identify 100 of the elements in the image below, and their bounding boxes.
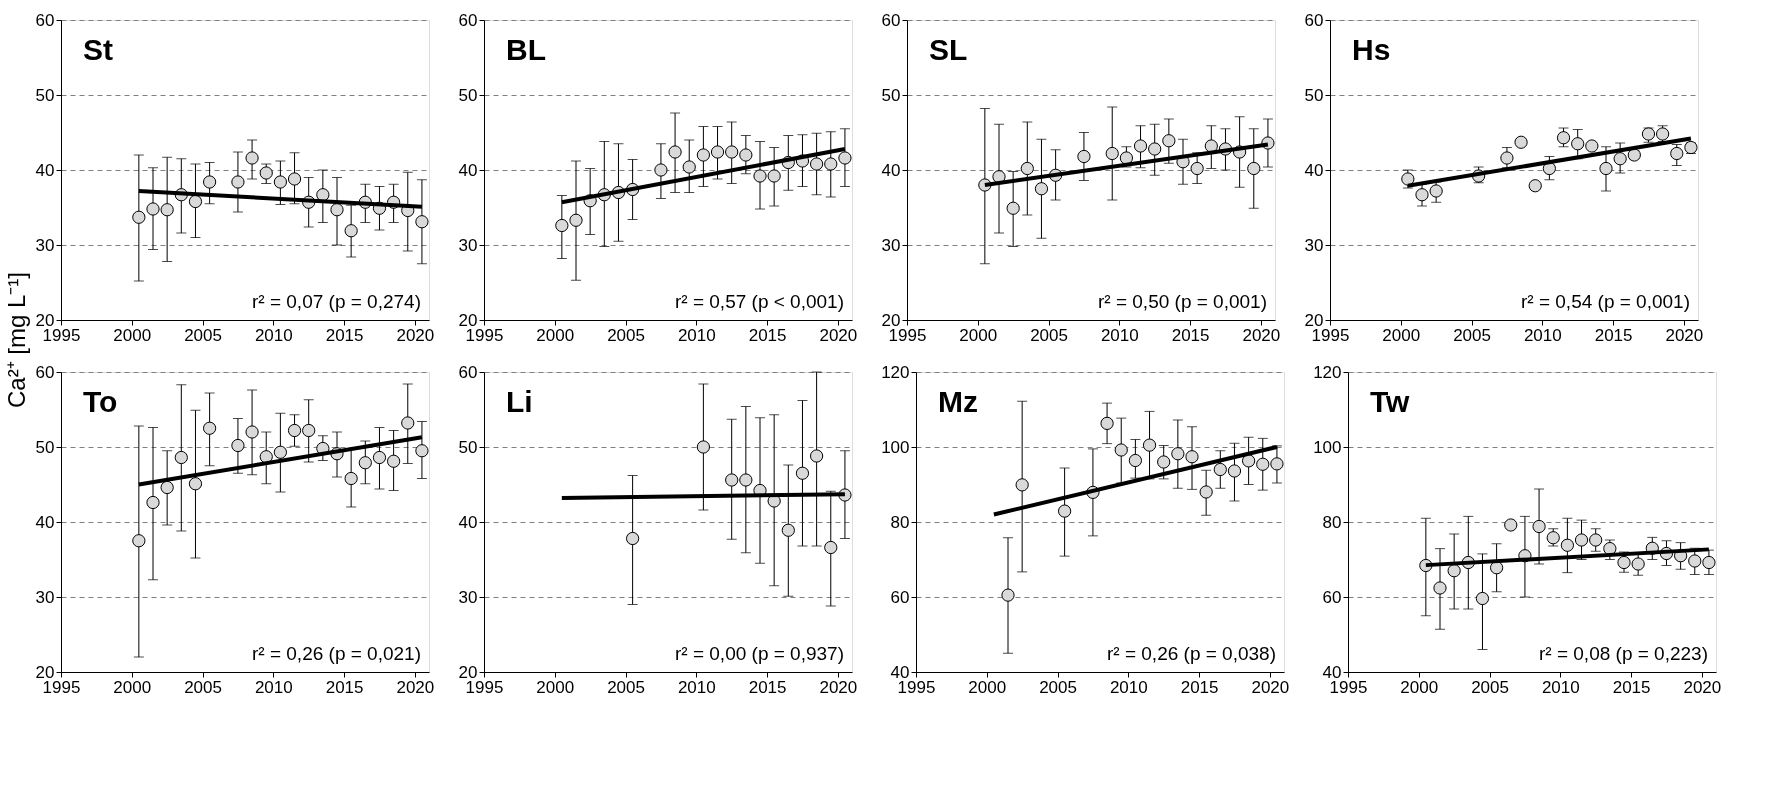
point — [1589, 533, 1603, 547]
x-tick-label: 2020 — [819, 677, 858, 697]
y-tick-label: 100 — [881, 437, 910, 457]
point — [824, 157, 838, 171]
point — [1241, 454, 1256, 468]
chart-title: St — [83, 33, 114, 66]
point — [739, 473, 753, 487]
x-tick-label: 2010 — [254, 325, 293, 345]
point — [1514, 135, 1528, 149]
point — [1560, 538, 1575, 552]
y-tick-label: 50 — [881, 85, 901, 105]
point — [725, 145, 739, 159]
x-tick-label: 2005 — [184, 325, 222, 345]
y-tick-label: 30 — [35, 235, 55, 255]
x-tick-label: 2010 — [677, 325, 716, 345]
point — [654, 163, 668, 177]
point — [1034, 182, 1049, 196]
x-tick-label: 2000 — [959, 325, 998, 345]
y-tick-label: 60 — [35, 362, 55, 382]
y-tick-label: 60 — [890, 587, 910, 607]
x-tick-label: 2000 — [1400, 677, 1439, 697]
x-tick-label: 2005 — [1453, 325, 1491, 345]
point — [1128, 453, 1143, 468]
x-tick-label: 2020 — [819, 325, 858, 345]
point — [1617, 555, 1631, 570]
point — [1077, 149, 1091, 164]
x-tick-label: 2010 — [1541, 677, 1580, 697]
chart-title: Hs — [1352, 33, 1391, 66]
y-tick-label: 60 — [35, 10, 55, 30]
point — [1532, 519, 1546, 534]
point — [1603, 542, 1617, 556]
point — [1571, 137, 1585, 151]
point — [1100, 416, 1114, 430]
y-tick-label: 60 — [1304, 10, 1324, 30]
point — [188, 194, 203, 209]
x-tick-label: 2005 — [607, 677, 645, 697]
point — [1702, 555, 1716, 570]
annotation: r² = 0,26 (p = 0,021) — [252, 643, 421, 664]
annotation: r² = 0,00 (p = 0,937) — [675, 643, 844, 664]
point — [330, 203, 344, 217]
point — [132, 210, 146, 224]
point — [696, 148, 711, 162]
y-tick-label: 80 — [1322, 512, 1342, 532]
point — [273, 175, 288, 189]
y-tick-label: 40 — [1304, 160, 1324, 180]
y-tick-label: 60 — [881, 10, 901, 30]
point — [725, 473, 739, 487]
x-tick-label: 2010 — [1523, 325, 1562, 345]
y-tick-label: 40 — [881, 160, 901, 180]
point — [710, 145, 725, 159]
point — [344, 471, 358, 486]
y-tick-label: 30 — [458, 235, 478, 255]
x-tick-label: 2000 — [113, 325, 152, 345]
point — [302, 423, 316, 438]
x-tick-label: 2015 — [325, 677, 364, 697]
point — [1133, 139, 1148, 153]
point — [146, 495, 160, 510]
x-tick-label: 2020 — [1251, 677, 1290, 697]
point — [1270, 457, 1284, 471]
point — [146, 202, 160, 216]
x-tick-label: 2015 — [1612, 677, 1651, 697]
point — [1227, 464, 1242, 478]
chart-title: SL — [929, 33, 968, 66]
point — [1670, 146, 1684, 161]
point — [1001, 588, 1015, 602]
annotation: r² = 0,50 (p = 0,001) — [1098, 291, 1267, 312]
y-tick-label: 50 — [458, 437, 478, 457]
point — [259, 166, 273, 180]
point — [1688, 554, 1702, 568]
point — [555, 218, 569, 233]
point — [1585, 139, 1599, 153]
point — [569, 213, 583, 227]
point — [625, 531, 640, 546]
y-tick-label: 50 — [35, 85, 55, 105]
point — [1190, 161, 1204, 176]
point — [1574, 533, 1589, 547]
annotation: r² = 0,26 (p = 0,038) — [1107, 643, 1276, 664]
x-tick-label: 2020 — [396, 325, 435, 345]
x-tick-label: 2005 — [1471, 677, 1509, 697]
x-tick-label: 2015 — [1180, 677, 1219, 697]
y-axis-title: Ca²⁺ [mg L⁻¹] — [3, 271, 30, 409]
x-tick-label: 2020 — [1683, 677, 1722, 697]
point — [245, 151, 259, 165]
point — [1171, 447, 1185, 461]
y-tick-label: 30 — [881, 235, 901, 255]
point — [1185, 450, 1199, 464]
point — [415, 444, 429, 458]
point — [358, 456, 372, 470]
x-tick-label: 2005 — [184, 677, 222, 697]
x-tick-label: 2020 — [1665, 325, 1704, 345]
y-tick-label: 30 — [458, 587, 478, 607]
point — [1114, 443, 1128, 457]
point — [824, 540, 838, 555]
y-tick-label: 120 — [1313, 362, 1342, 382]
point — [753, 169, 767, 183]
point — [1447, 564, 1461, 578]
y-tick-label: 40 — [458, 512, 478, 532]
x-tick-label: 2015 — [325, 325, 364, 345]
y-tick-label: 60 — [1322, 587, 1342, 607]
point — [1199, 485, 1213, 499]
